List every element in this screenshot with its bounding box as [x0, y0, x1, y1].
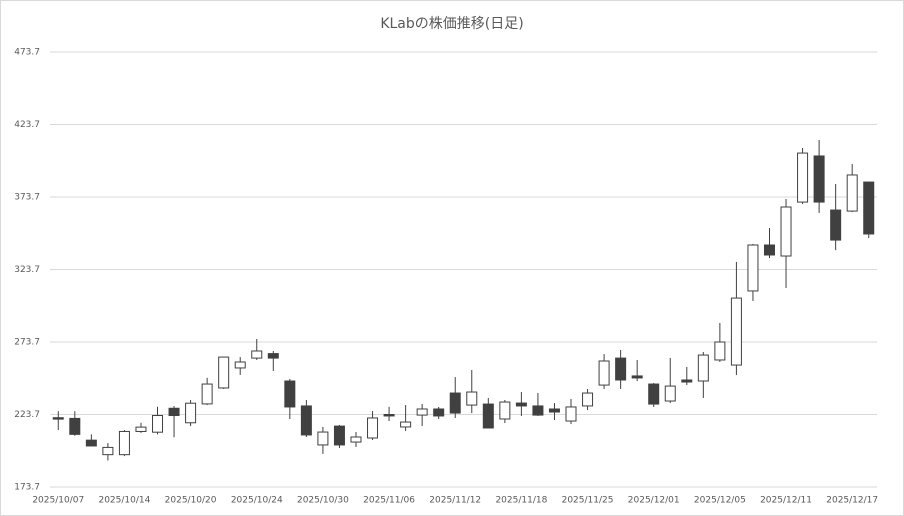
candle-body [185, 402, 197, 424]
candle-body [714, 341, 726, 361]
chart-title: KLabの株価推移(日足) [380, 16, 523, 32]
x-tick-label: 2025/10/20 [165, 496, 217, 506]
candle-body [482, 403, 494, 429]
candle-body [152, 415, 164, 433]
candle-body [681, 379, 693, 383]
candle-body [797, 152, 809, 203]
candle-body [863, 181, 875, 235]
candle-body [532, 405, 544, 416]
candle-body [615, 357, 627, 381]
x-tick-label: 2025/11/12 [429, 496, 481, 506]
candle-body [350, 436, 362, 443]
x-tick-label: 2025/10/30 [297, 496, 349, 506]
x-tick-label: 2025/12/05 [694, 496, 746, 506]
candle-body [582, 392, 594, 407]
candle-body [400, 421, 412, 428]
candle-body [648, 383, 660, 405]
candle-body [730, 297, 742, 366]
candle-body [664, 385, 676, 402]
candle-body [697, 354, 709, 382]
candle-body [284, 380, 296, 408]
candle-body [780, 206, 792, 257]
candle-body [830, 209, 842, 241]
candle-body [234, 361, 246, 369]
candle-body [565, 406, 577, 422]
candle-body [846, 174, 858, 212]
x-tick-label: 2025/11/25 [562, 496, 614, 506]
x-tick-label: 2025/11/18 [495, 496, 547, 506]
candle-body [118, 430, 130, 456]
x-tick-label: 2025/10/07 [32, 496, 84, 506]
candle-body [218, 356, 230, 389]
candle-body [135, 426, 147, 432]
y-tick-label: 223.7 [14, 410, 40, 420]
candle-body [367, 417, 379, 439]
candle-body [52, 417, 64, 420]
candle-body [251, 350, 263, 359]
candle-body [548, 408, 560, 413]
y-tick-label: 323.7 [14, 265, 40, 275]
candle-body [747, 244, 759, 292]
x-tick-label: 2025/10/14 [98, 496, 150, 506]
candle-body [813, 155, 825, 203]
candle-body [333, 425, 345, 446]
x-tick-label: 2025/12/11 [760, 496, 812, 506]
candle-body [69, 417, 81, 435]
candle-body [598, 360, 610, 386]
candle-body [85, 439, 97, 447]
candle-body [267, 353, 279, 359]
candle-body [499, 401, 511, 420]
x-tick-label: 2025/12/17 [826, 496, 878, 506]
x-tick-label: 2025/11/06 [363, 496, 415, 506]
candle-body [168, 407, 180, 417]
candle-body [763, 244, 775, 256]
y-tick-label: 473.7 [14, 48, 40, 58]
x-tick-label: 2025/10/24 [231, 496, 283, 506]
candle-body [433, 408, 445, 417]
x-tick-label: 2025/12/01 [628, 496, 680, 506]
candle-body [631, 375, 643, 379]
candle-body [300, 405, 312, 436]
y-tick-label: 423.7 [14, 120, 40, 130]
candle-body [466, 391, 478, 406]
candle-body [515, 402, 527, 407]
candle-body [383, 414, 395, 417]
y-tick-label: 373.7 [14, 193, 40, 203]
candle-body [416, 408, 428, 416]
y-tick-label: 173.7 [14, 483, 40, 493]
candle-body [317, 431, 329, 446]
y-tick-label: 273.7 [14, 338, 40, 348]
candle-body [102, 446, 114, 456]
candle-body [449, 392, 461, 414]
candle-body [201, 383, 213, 405]
